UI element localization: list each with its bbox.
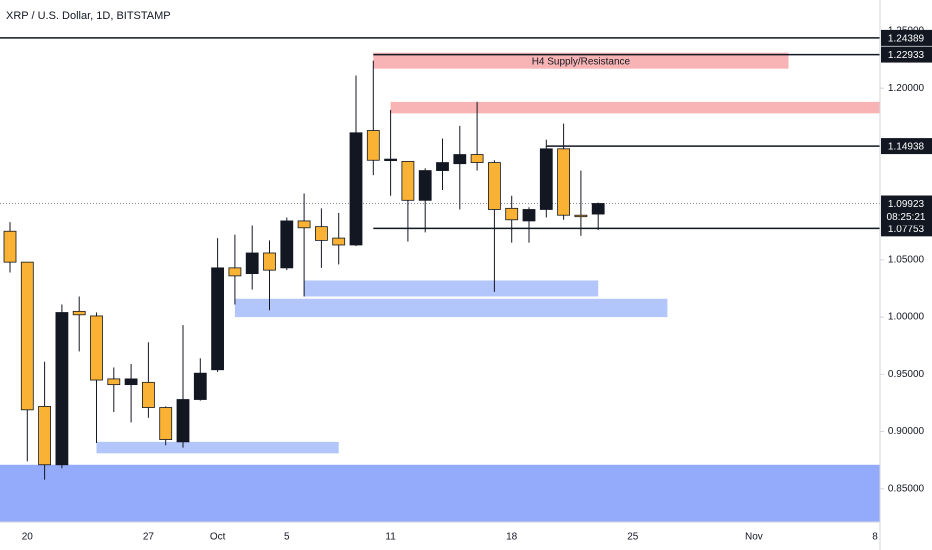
chart-title: XRP / U.S. Dollar, 1D, BITSTAMP <box>6 10 171 22</box>
zone <box>373 52 789 69</box>
candle-body <box>280 220 294 269</box>
last-price-label: 1.09923 <box>888 199 925 210</box>
candle-body <box>124 378 138 386</box>
candle-body <box>557 148 570 216</box>
x-tick-label: 25 <box>627 532 639 543</box>
level-price-label: 1.14938 <box>888 142 925 153</box>
x-tick-label: Nov <box>745 532 763 543</box>
candle-body <box>297 220 311 229</box>
candle-body <box>38 405 51 466</box>
x-tick-label: Oct <box>210 532 226 543</box>
candle-body <box>384 158 398 162</box>
countdown: 08:25:21 <box>887 212 926 223</box>
candle-body <box>418 170 432 201</box>
candle-body <box>591 203 605 215</box>
zone <box>390 101 880 114</box>
y-tick-label: 1.20000 <box>888 83 925 94</box>
zone <box>0 464 880 522</box>
y-tick-label: 0.85000 <box>888 483 925 494</box>
candle-body <box>487 162 501 210</box>
candle-body <box>332 237 346 246</box>
plot-area: H4 Supply/Resistance <box>0 37 880 522</box>
candle-body <box>366 130 380 161</box>
level-price-box <box>881 138 932 155</box>
candle-body <box>522 209 536 222</box>
zone <box>304 280 599 297</box>
candle-body <box>211 267 225 371</box>
x-tick-label: 20 <box>22 532 34 543</box>
y-tick-label: 0.90000 <box>888 426 925 437</box>
y-tick-label: 1.00000 <box>888 312 925 323</box>
last-price-box <box>881 195 932 226</box>
y-tick-label: 0.95000 <box>888 369 925 380</box>
x-tick-label: 11 <box>385 532 396 543</box>
candle-body <box>228 267 242 277</box>
level-price-label: 1.22933 <box>888 50 925 61</box>
candle-body <box>401 161 415 201</box>
x-tick-label: 8 <box>872 532 878 543</box>
candle-body <box>245 252 259 274</box>
candle-body <box>55 312 69 466</box>
candle-body <box>90 315 103 381</box>
level-price-label: 1.24389 <box>888 34 925 45</box>
level-price-label: 1.07753 <box>888 224 925 235</box>
candle-body <box>193 372 207 400</box>
x-tick-label: 18 <box>506 532 518 543</box>
candle-body <box>72 310 86 316</box>
candle-body <box>20 261 34 411</box>
candle-body <box>314 226 328 241</box>
level-price-box <box>881 29 932 46</box>
candle-body <box>505 207 519 221</box>
candle-body <box>176 399 190 443</box>
candle-body <box>141 381 155 408</box>
zone <box>96 441 339 454</box>
candle-body <box>3 230 17 263</box>
y-tick-label: 1.05000 <box>888 254 925 265</box>
candle-body <box>349 132 363 246</box>
candle-body <box>263 252 276 271</box>
candle-body <box>436 162 449 171</box>
candle-body <box>107 378 121 386</box>
x-tick-label: 5 <box>284 532 290 543</box>
zone <box>234 298 668 318</box>
candle-body <box>574 214 588 218</box>
x-tick-label: 27 <box>143 532 155 543</box>
candle-body <box>470 154 484 163</box>
candle-body <box>453 154 467 165</box>
zone-label: H4 Supply/Resistance <box>532 56 631 67</box>
candle-body <box>159 407 173 440</box>
candle-body <box>539 148 553 210</box>
level-price-box <box>881 46 932 63</box>
